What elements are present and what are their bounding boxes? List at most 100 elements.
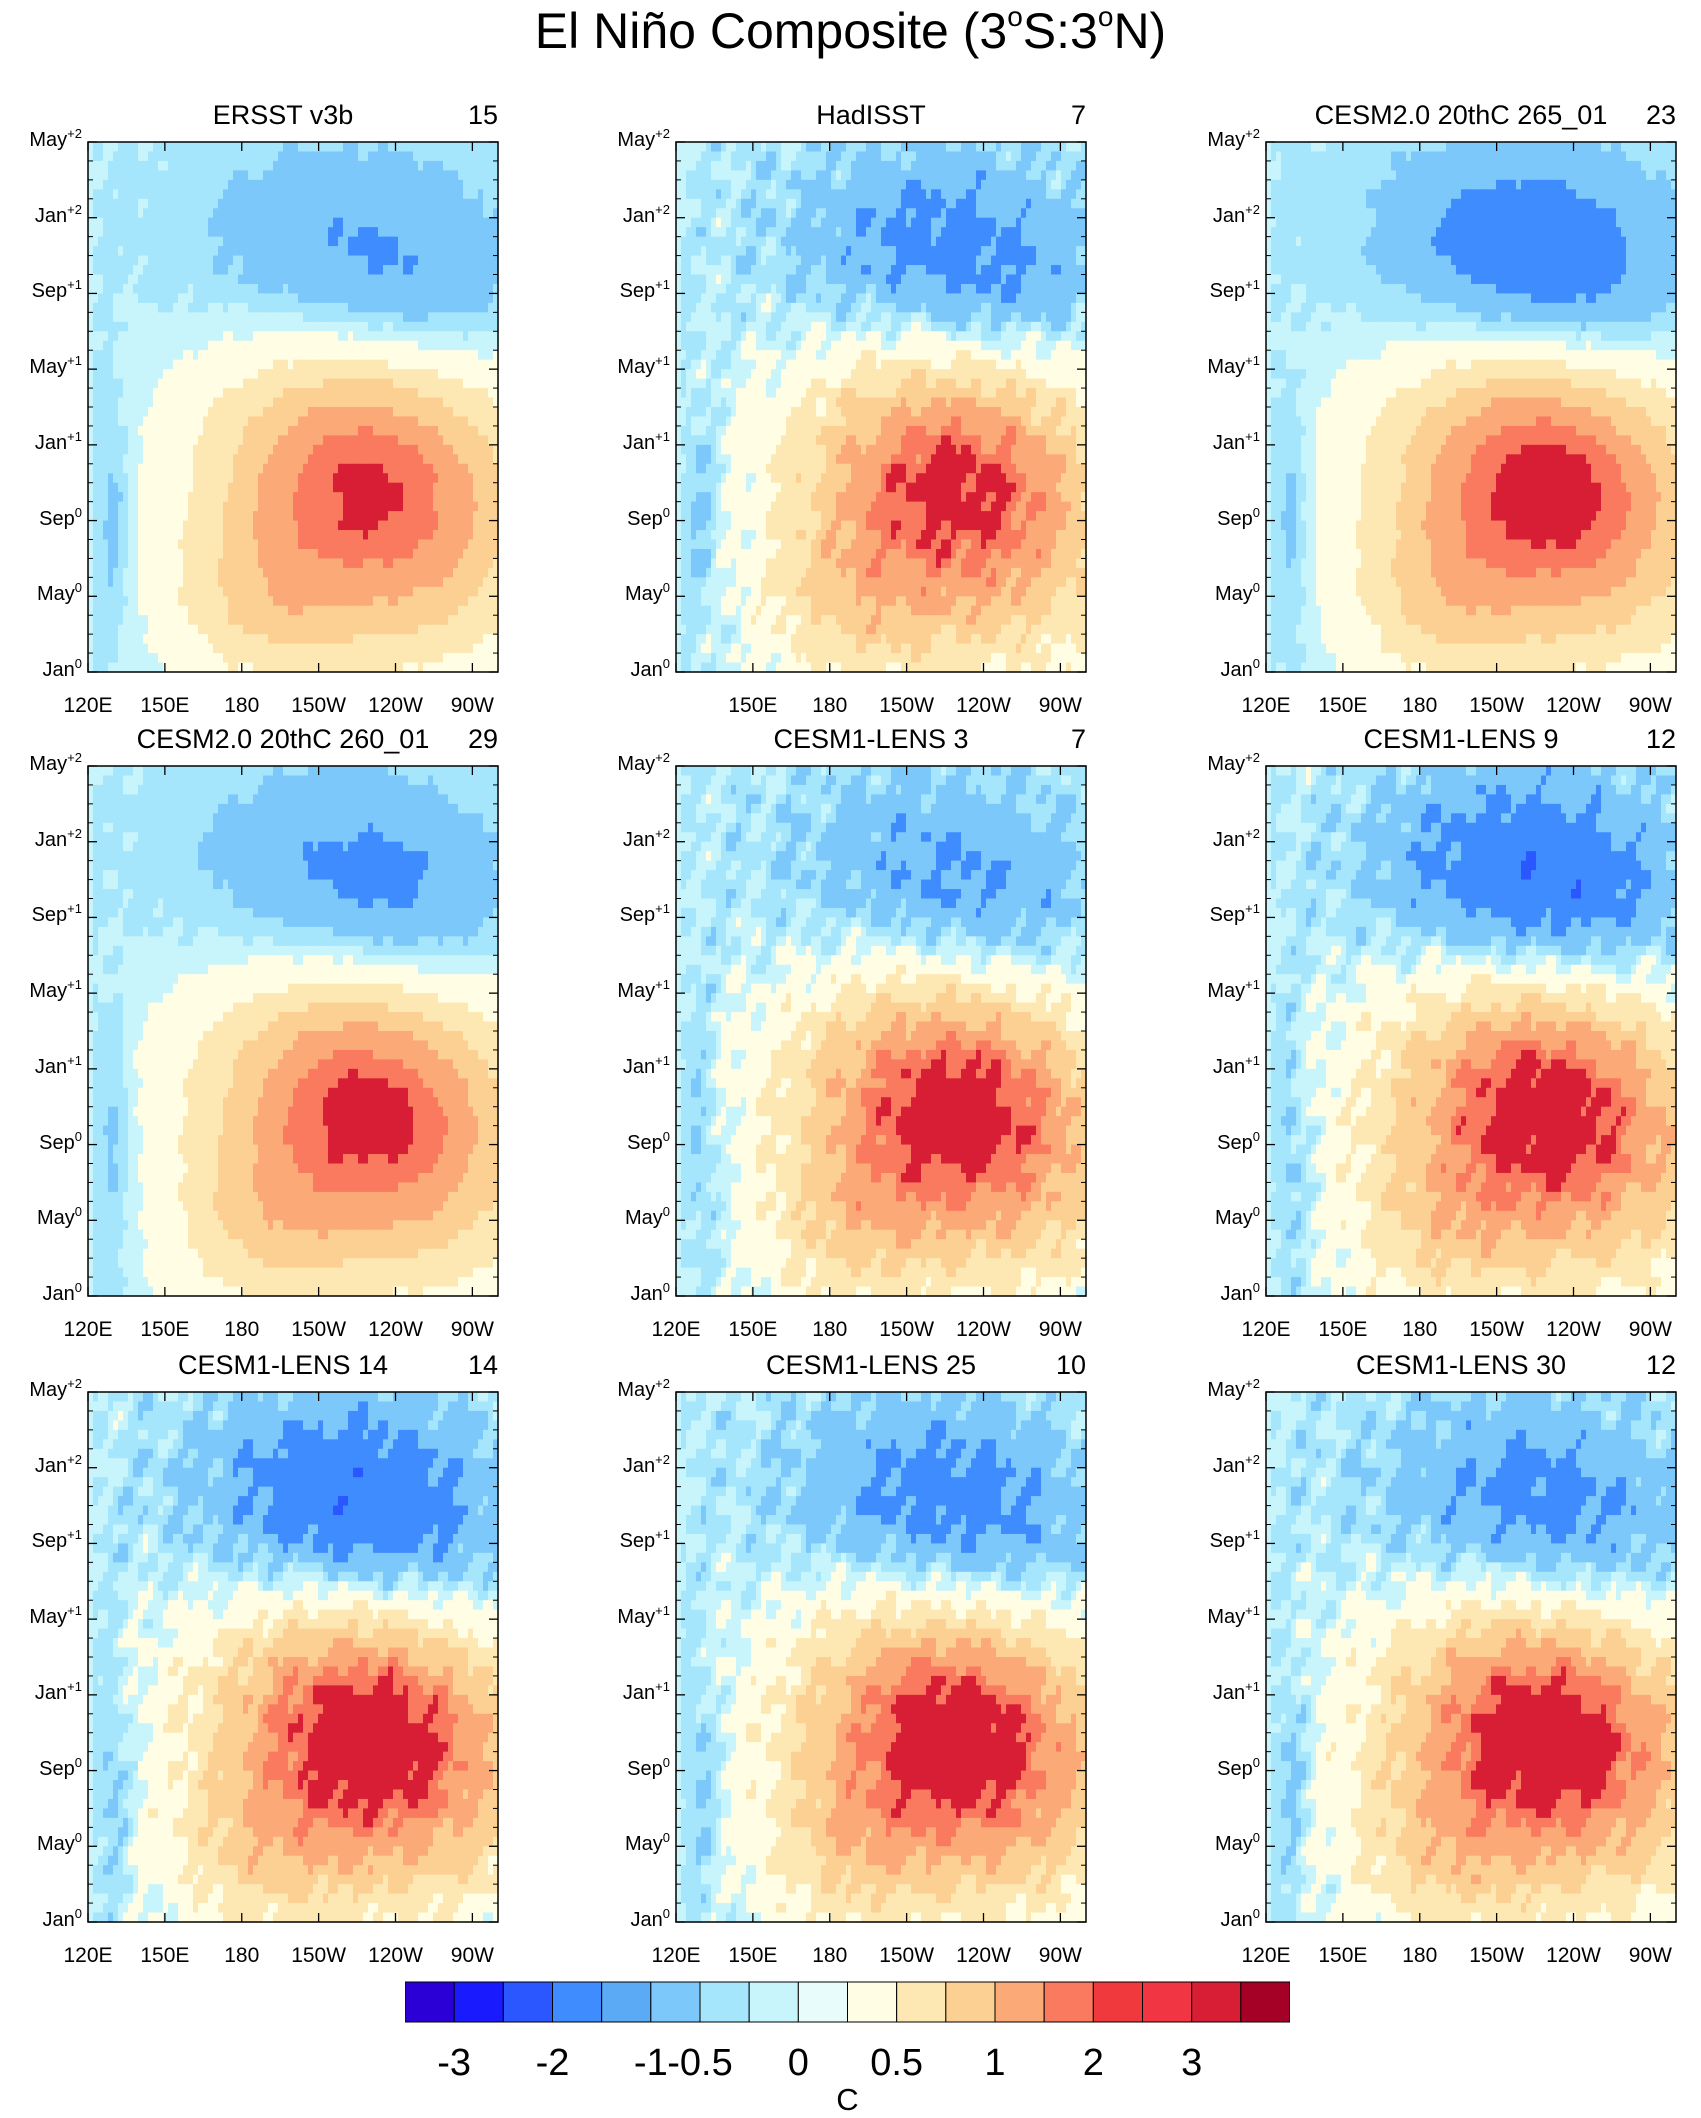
heatmap-cell (263, 615, 269, 625)
heatmap-cell (138, 388, 144, 398)
heatmap-cell (268, 596, 274, 606)
heatmap-cell (428, 388, 434, 398)
heatmap-cell (343, 142, 349, 152)
heatmap-cell (363, 293, 369, 303)
heatmap-cell (353, 492, 359, 502)
heatmap-cell (916, 151, 922, 161)
heatmap-cell (313, 161, 319, 171)
heatmap-cell (153, 492, 159, 502)
heatmap-cell (268, 189, 274, 199)
heatmap-cell (368, 407, 374, 417)
heatmap-cell (373, 237, 379, 247)
heatmap-cell (113, 587, 119, 597)
heatmap-cell (338, 615, 344, 625)
heatmap-cell (278, 227, 284, 237)
heatmap-cell (333, 511, 339, 521)
heatmap-cell (423, 331, 429, 341)
heatmap-cell (323, 577, 329, 587)
heatmap-cell (741, 151, 747, 161)
heatmap-cell (123, 170, 129, 180)
heatmap-cell (353, 161, 359, 171)
heatmap-cell (288, 511, 294, 521)
heatmap-cell (118, 303, 124, 313)
heatmap-cell (198, 199, 204, 209)
heatmap-cell (448, 521, 454, 531)
heatmap-cell (108, 407, 114, 417)
heatmap-cell (448, 644, 454, 654)
heatmap-cell (163, 398, 169, 408)
heatmap-cell (453, 265, 459, 275)
heatmap-cell (313, 265, 319, 275)
heatmap-cell (263, 521, 269, 531)
heatmap-cell (223, 360, 229, 370)
heatmap-cell (308, 341, 314, 351)
heatmap-cell (478, 265, 484, 275)
heatmap-cell (163, 663, 169, 673)
heatmap-cell (338, 331, 344, 341)
heatmap-cell (443, 483, 449, 493)
heatmap-cell (118, 568, 124, 578)
heatmap-cell (173, 615, 179, 625)
heatmap-cell (806, 151, 812, 161)
heatmap-cell (483, 549, 489, 559)
heatmap-cell (951, 151, 957, 161)
heatmap-cell (173, 265, 179, 275)
heatmap-cell (228, 303, 234, 313)
heatmap-cell (468, 426, 474, 436)
heatmap-cell (108, 653, 114, 663)
heatmap-cell (478, 416, 484, 426)
heatmap-cell (363, 388, 369, 398)
heatmap-cell (443, 161, 449, 171)
heatmap-cell (453, 634, 459, 644)
heatmap-cell (118, 237, 124, 247)
heatmap-cell (168, 577, 174, 587)
heatmap-cell (378, 511, 384, 521)
heatmap-cell (128, 521, 134, 531)
heatmap-cell (313, 303, 319, 313)
heatmap-cell (403, 511, 409, 521)
heatmap-cell (123, 511, 129, 521)
heatmap-cell (488, 426, 494, 436)
heatmap-cell (353, 322, 359, 332)
heatmap-cell (438, 492, 444, 502)
heatmap-cell (308, 322, 314, 332)
heatmap-cell (308, 473, 314, 483)
heatmap-cell (243, 634, 249, 644)
heatmap-cell (831, 170, 837, 180)
heatmap-cell (478, 189, 484, 199)
heatmap-cell (123, 189, 129, 199)
heatmap-cell (398, 293, 404, 303)
heatmap-cell (363, 360, 369, 370)
heatmap-cell (213, 483, 219, 493)
heatmap-cell (248, 644, 254, 654)
heatmap-cell (318, 293, 324, 303)
heatmap-cell (273, 663, 279, 673)
heatmap-cell (433, 577, 439, 587)
heatmap-cell (323, 587, 329, 597)
heatmap-cell (378, 322, 384, 332)
heatmap-cell (108, 369, 114, 379)
heatmap-cell (333, 483, 339, 493)
heatmap-cell (368, 502, 374, 512)
heatmap-cell (458, 350, 464, 360)
heatmap-cell (901, 142, 907, 152)
heatmap-cell (483, 398, 489, 408)
heatmap-cell (178, 388, 184, 398)
heatmap-cell (318, 577, 324, 587)
heatmap-cell (333, 369, 339, 379)
heatmap-cell (228, 199, 234, 209)
heatmap-cell (93, 218, 99, 228)
heatmap-cell (443, 350, 449, 360)
heatmap-cell (308, 161, 314, 171)
heatmap-cell (188, 416, 194, 426)
heatmap-cell (173, 568, 179, 578)
heatmap-cell (153, 322, 159, 332)
heatmap-cell (463, 596, 469, 606)
heatmap-cell (128, 218, 134, 228)
heatmap-cell (138, 587, 144, 597)
heatmap-cell (413, 568, 419, 578)
heatmap-cell (393, 265, 399, 275)
heatmap-cell (786, 151, 792, 161)
heatmap-cell (433, 653, 439, 663)
heatmap-cell (243, 606, 249, 616)
